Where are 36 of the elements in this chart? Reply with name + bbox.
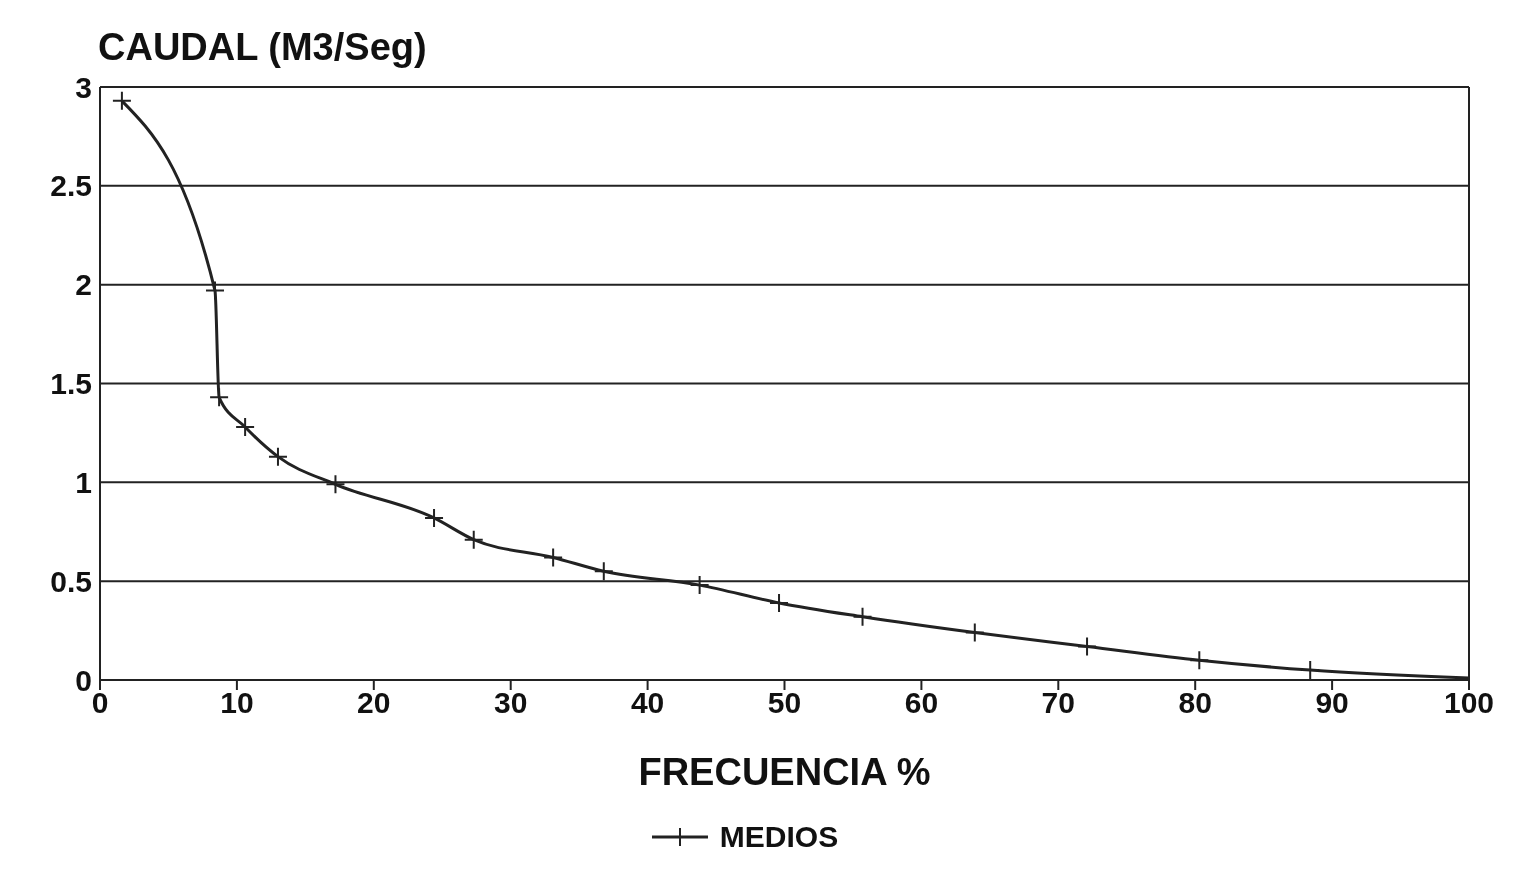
point [209, 387, 230, 408]
y-tick-label: 0 [75, 663, 92, 697]
point [325, 474, 346, 495]
point [1077, 636, 1098, 657]
x-tick-label: 100 [1443, 686, 1495, 720]
y-axis-title: CAUDAL (M3/Seg) [98, 26, 427, 69]
point [689, 575, 710, 596]
y-tick-label: 1.5 [50, 367, 92, 401]
point [769, 592, 790, 613]
y-tick-label: 2.5 [50, 169, 92, 203]
point [235, 416, 256, 437]
x-tick-label: 70 [1041, 686, 1075, 720]
x-tick-label: 30 [494, 686, 528, 720]
x-tick-label: 50 [767, 686, 802, 720]
point [205, 280, 225, 301]
y-tick-label: 0.5 [50, 564, 92, 598]
x-tick-label: 80 [1178, 686, 1212, 720]
point [852, 606, 873, 627]
x-axis-title: FRECUENCIA % [638, 750, 931, 793]
x-tick-label: 10 [220, 686, 254, 720]
point [543, 547, 564, 568]
x-tick-label: 60 [904, 686, 939, 720]
x-tick-label: 40 [630, 686, 665, 720]
y-tick-label: 2 [75, 268, 92, 302]
point [593, 561, 614, 582]
point [1189, 650, 1210, 671]
x-tick-label: 20 [357, 686, 391, 720]
y-tick-label: 3 [75, 70, 92, 104]
point [463, 529, 484, 550]
point [111, 90, 132, 111]
point [267, 446, 288, 467]
point [964, 622, 985, 643]
legend-label: MEDIOS [719, 820, 839, 854]
point [424, 507, 445, 528]
x-tick-label: 90 [1315, 686, 1349, 720]
y-tick-label: 1 [75, 465, 92, 499]
